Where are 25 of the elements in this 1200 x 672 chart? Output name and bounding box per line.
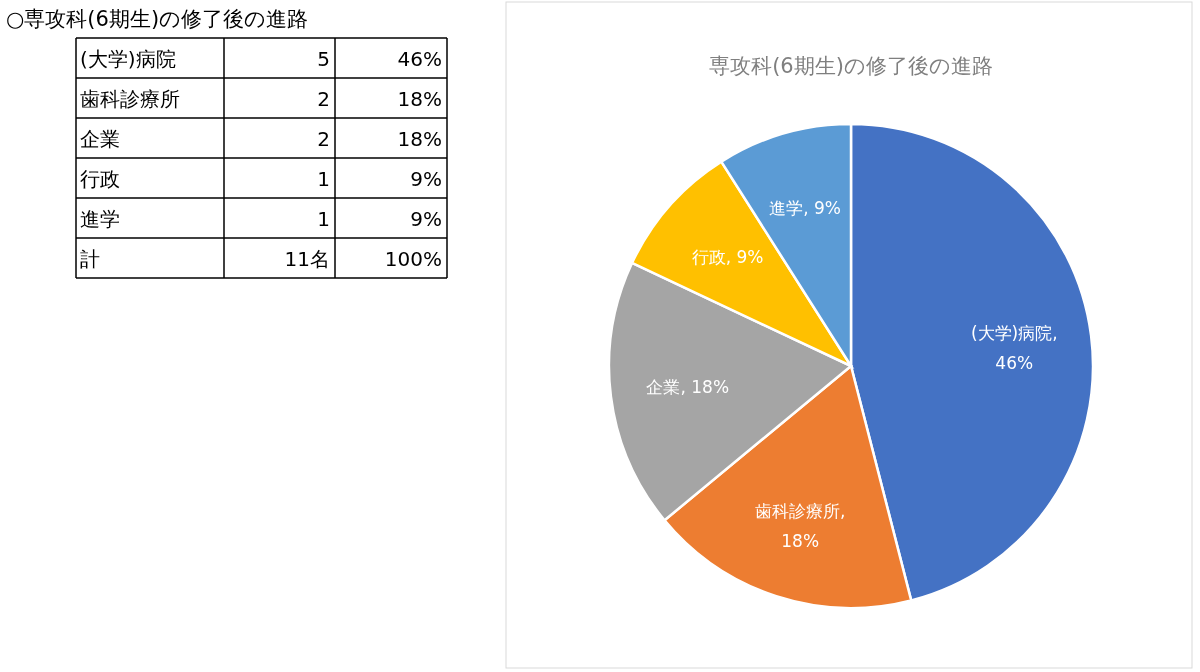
slice-label: 歯科診療所, 18% bbox=[754, 500, 846, 551]
text: 9% bbox=[410, 207, 442, 231]
text: 企業 bbox=[80, 127, 120, 151]
text: 5 bbox=[317, 47, 330, 71]
text: ○専攻科(6期生)の修了後の進路 bbox=[6, 7, 309, 31]
slice-label: 進学, 9% bbox=[769, 197, 841, 218]
text: 2 bbox=[317, 87, 330, 111]
text: 進学 bbox=[80, 207, 120, 231]
text: 歯科診療所 bbox=[80, 87, 180, 111]
slice-label: 行政, 9% bbox=[691, 247, 764, 268]
text: 18% bbox=[397, 87, 442, 111]
text: (大学)病院 bbox=[80, 47, 176, 71]
text: 100% bbox=[384, 247, 442, 271]
text: 46% bbox=[397, 47, 442, 71]
slice-label: (大学)病院, 46% bbox=[970, 323, 1058, 374]
text: 2 bbox=[317, 127, 330, 151]
text: 1 bbox=[317, 167, 330, 191]
text: 計 bbox=[80, 247, 100, 271]
text: 11名 bbox=[284, 247, 330, 271]
text: 18% bbox=[397, 127, 442, 151]
chart-title: 専攻科(6期生)の修了後の進路 bbox=[709, 54, 993, 78]
slice-label: 企業, 18% bbox=[646, 376, 730, 397]
text: 1 bbox=[317, 207, 330, 231]
text: 行政 bbox=[80, 167, 120, 191]
text: 9% bbox=[410, 167, 442, 191]
